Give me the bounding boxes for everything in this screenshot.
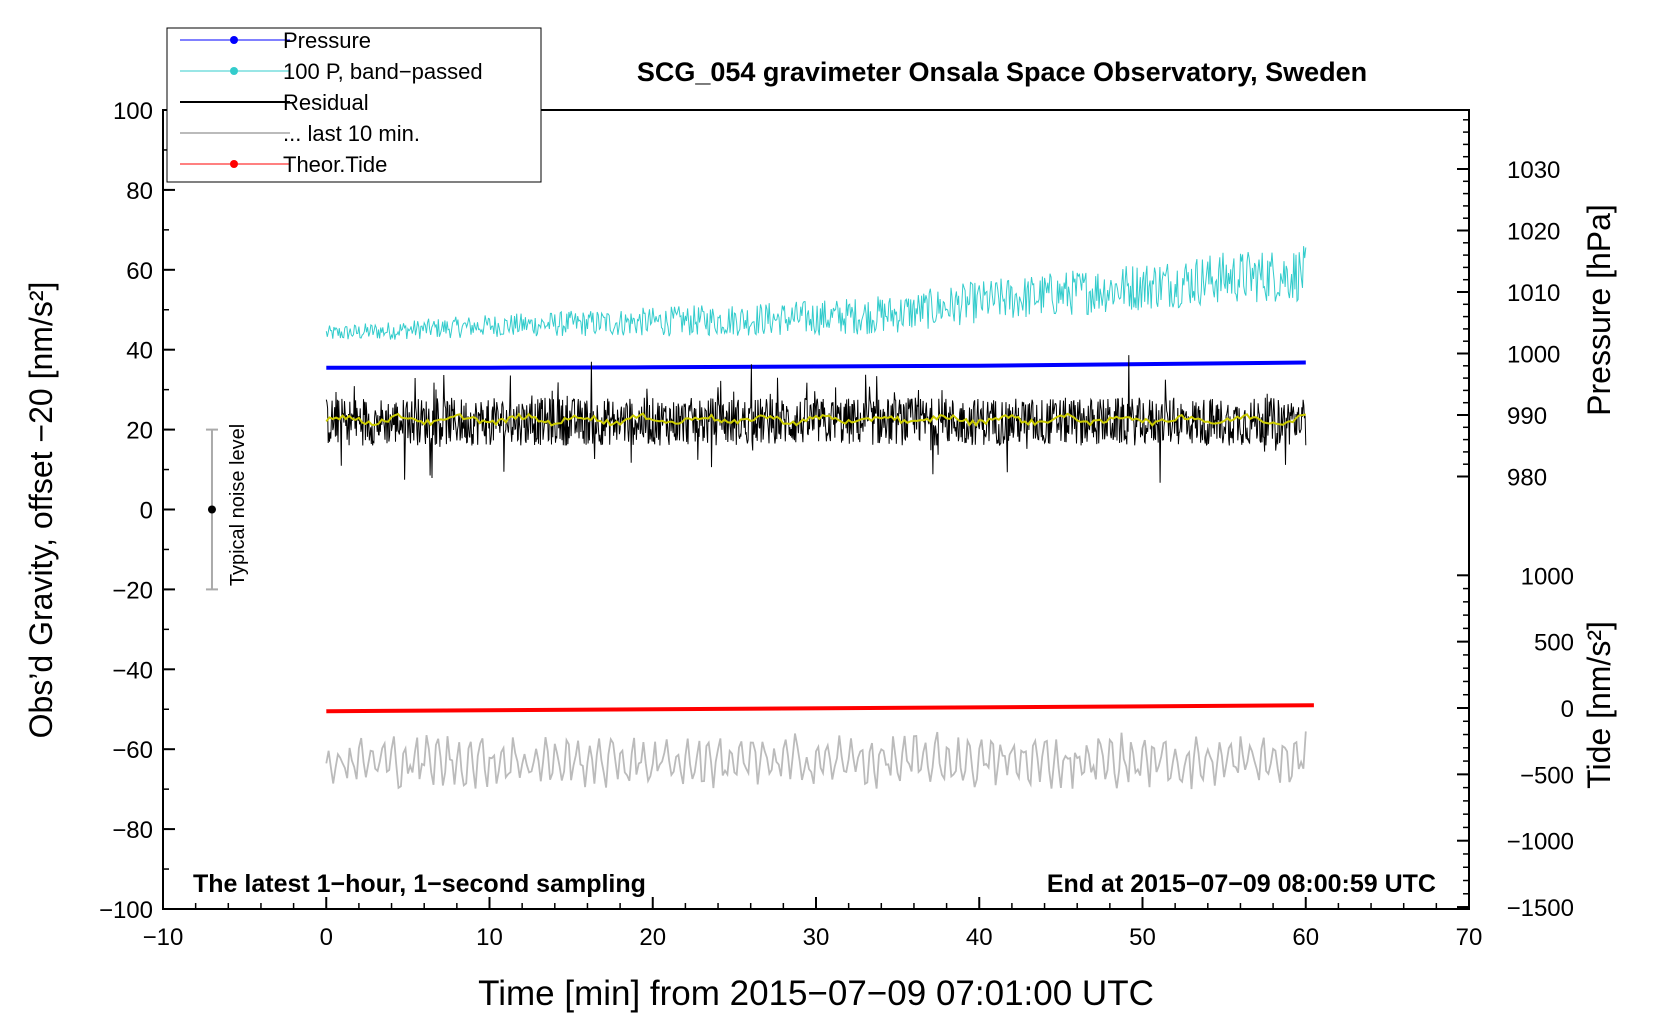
series-residual [325,355,1307,483]
legend-label: Theor.Tide [283,152,387,177]
legend-label: Residual [283,90,369,115]
y-tick-label: −80 [112,817,153,844]
pressure-tick-label: 1030 [1507,157,1560,184]
y-tick-label: 20 [126,418,153,445]
series-last-10-min [325,731,1307,790]
x-tick-label: −10 [143,924,184,951]
y-tick-label: 80 [126,178,153,205]
tide-tick-label: −1500 [1507,895,1574,922]
x-axis-label: Time [min] from 2015−07−09 07:01:00 UTC [478,974,1154,1013]
pressure-tick-label: 1020 [1507,219,1560,246]
x-tick-label: 20 [639,924,666,951]
legend-label: 100 P, band−passed [283,59,483,84]
x-tick-label: 40 [966,924,993,951]
annotation-end-time: End at 2015−07−09 08:00:59 UTC [1047,870,1436,898]
y-tick-label: 60 [126,258,153,285]
series-residual-smoothed [325,412,1306,427]
x-tick-label: 30 [803,924,830,951]
tide-tick-label: −500 [1520,762,1574,789]
pressure-tick-label: 980 [1507,465,1547,492]
legend-box [166,27,542,183]
series-layer [325,246,1314,790]
x-tick-label: 10 [476,924,503,951]
series-band-passed-pressure [325,246,1307,340]
legend-marker [230,36,238,44]
pressure-tick-label: 1010 [1507,280,1560,307]
legend-marker [230,67,238,75]
noise-level-indicator [205,428,218,591]
y-tick-label: 100 [113,98,153,125]
noise-level-label: Typical noise level [227,424,249,586]
y-axis-label-left: Obs’d Gravity, offset −20 [nm/s²] [23,282,59,739]
tide-tick-label: 0 [1561,696,1574,723]
pressure-tick-label: 1000 [1507,342,1560,369]
annotation-sampling: The latest 1−hour, 1−second sampling [193,870,646,898]
x-tick-label: 0 [320,924,333,951]
tide-tick-label: 500 [1534,630,1574,657]
noise-bar-point [207,505,216,514]
tide-tick-label: 1000 [1521,563,1574,590]
y-tick-label: −40 [112,657,153,684]
tide-tick-label: −1000 [1507,829,1574,856]
legend-label: Pressure [283,28,371,53]
y-tick-label: −20 [112,577,153,604]
y-tick-label: −60 [112,737,153,764]
y-axis-label-pressure: Pressure [hPa] [1581,204,1617,416]
y-tick-label: 0 [140,498,153,525]
y-tick-label: −100 [99,897,153,924]
x-tick-label: 50 [1129,924,1156,951]
series-theor-tide [326,703,1314,714]
legend-marker [230,160,238,168]
y-axis-label-tide: Tide [nm/s²] [1581,621,1617,789]
legend-items: Pressure 100 P, band−passed Residual ... la… [180,28,483,177]
legend-label: ... last 10 min. [283,121,420,146]
series-pressure [326,360,1306,370]
legend: Pressure 100 P, band−passed Residual ... la… [166,27,542,183]
x-tick-label: 70 [1456,924,1483,951]
chart-title: SCG_054 gravimeter Onsala Space Observat… [637,57,1367,87]
plot-frame [162,109,1470,910]
x-tick-label: 60 [1292,924,1319,951]
axes-ticks: −10 0 10 20 30 40 50 60 70−100−80−60−40−20020406… [99,98,1574,951]
y-tick-label: 40 [126,338,153,365]
pressure-tick-label: 990 [1507,403,1547,430]
